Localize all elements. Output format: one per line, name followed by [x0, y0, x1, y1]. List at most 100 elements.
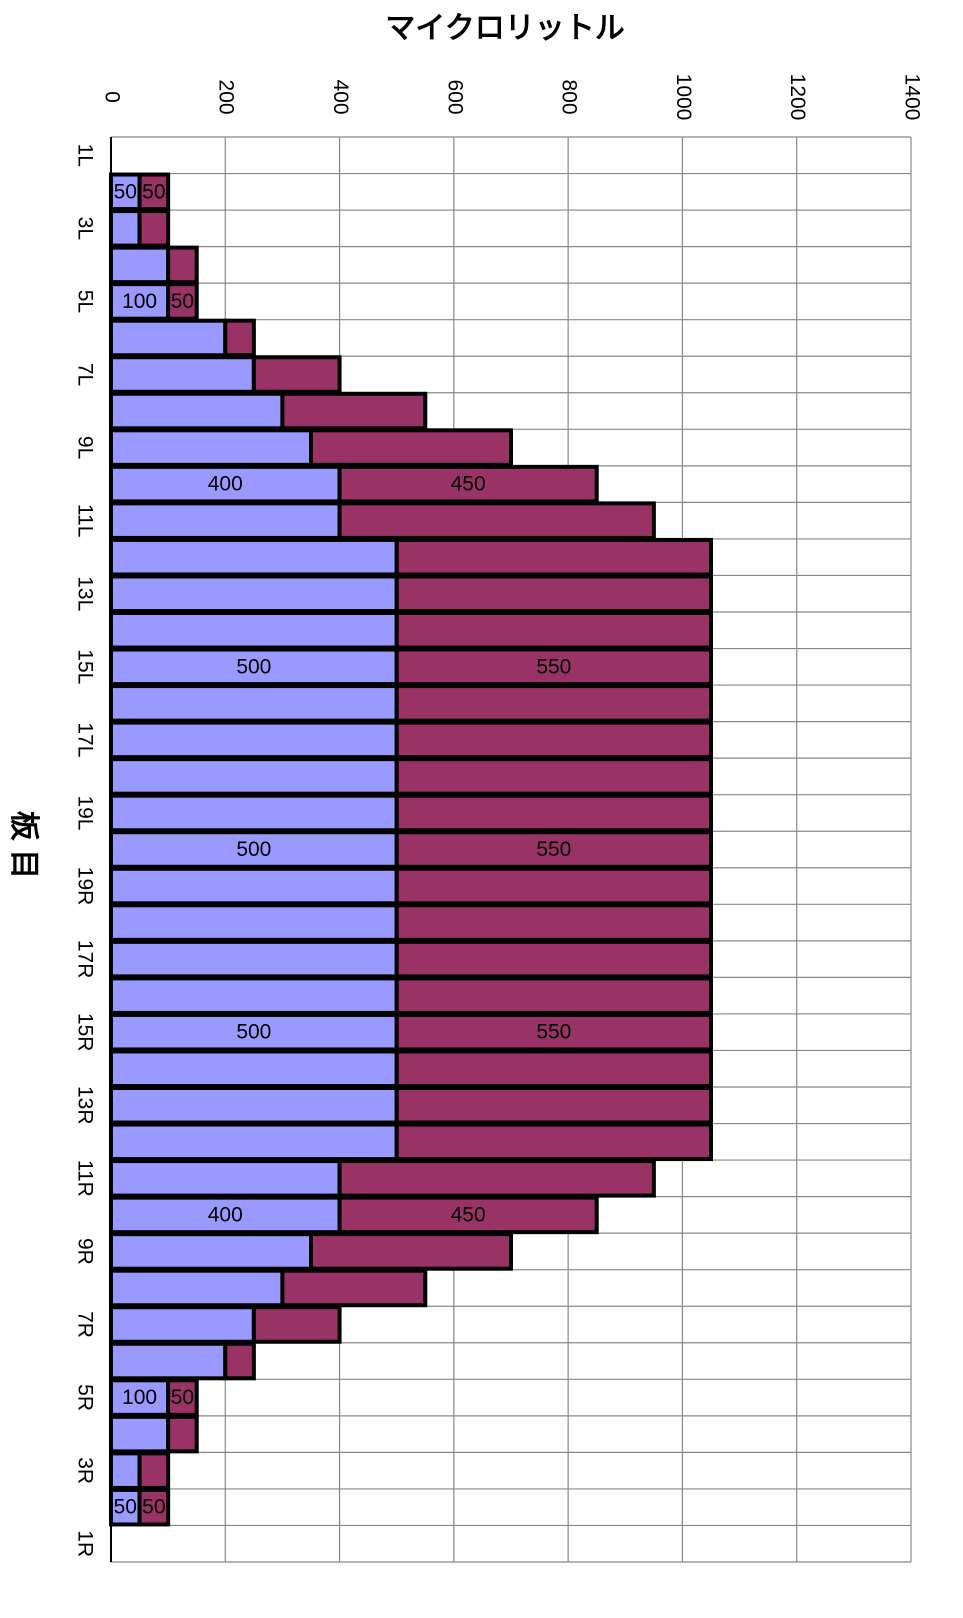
bar-segment: [337, 1159, 656, 1198]
bar-segment: [394, 684, 713, 723]
bar-segment: [109, 1122, 399, 1162]
bar-segment: [109, 391, 285, 431]
x-tick-label: 1000: [672, 74, 695, 121]
bar-segment: [109, 1232, 313, 1271]
bar-segment: [109, 355, 256, 394]
data-label: 50: [114, 1496, 137, 1519]
bar-segment: [280, 391, 428, 431]
bar-segment: [251, 1305, 342, 1344]
bar-segment: [137, 209, 171, 248]
data-label: 400: [208, 1203, 243, 1226]
bar-segment: [394, 793, 713, 833]
y-axis-label: 板 目: [7, 811, 40, 879]
bar-segment: [137, 1451, 171, 1490]
bar-segment: [109, 1414, 171, 1454]
bar-segment: [109, 537, 399, 577]
bar-segment: [109, 1341, 228, 1381]
x-tick-label: 200: [215, 79, 238, 114]
bar-segment: [109, 1049, 399, 1089]
y-tick-label: 13R: [73, 1086, 96, 1125]
bar-segment: [309, 428, 513, 467]
data-label: 550: [536, 838, 571, 861]
y-tick-label: 1L: [73, 144, 96, 167]
x-tick-label: 1200: [786, 74, 809, 121]
data-label: 400: [208, 473, 243, 496]
x-tick-label: 600: [443, 79, 466, 114]
bar-segment: [109, 866, 399, 906]
x-tick-label: 800: [558, 79, 581, 114]
data-label: 450: [451, 473, 486, 496]
y-tick-label: 15R: [73, 1013, 96, 1052]
bar-segment: [394, 976, 713, 1015]
bar-segment: [394, 1122, 713, 1162]
bar-segment: [109, 318, 228, 358]
y-tick-label: 19R: [73, 867, 96, 906]
bar-segment: [280, 1268, 428, 1308]
x-tick-label: 400: [329, 79, 352, 114]
bar-segment: [394, 720, 713, 760]
y-tick-label: 5R: [73, 1384, 96, 1411]
bar-segment: [109, 684, 399, 723]
bar-segment: [166, 282, 199, 321]
y-tick-label: 3R: [73, 1457, 96, 1484]
y-tick-label: 3L: [73, 217, 96, 240]
bar-segment: [223, 318, 256, 358]
y-tick-label: 19L: [73, 795, 96, 830]
bar-segment: [109, 1086, 399, 1125]
bar-segment: [109, 574, 399, 614]
bar-segment: [109, 1305, 256, 1344]
data-label: 50: [114, 180, 137, 203]
bar-segment: [394, 611, 713, 650]
y-tick-label: 11L: [73, 504, 96, 537]
bar-segment: [394, 903, 713, 942]
bar-segment: [109, 1451, 142, 1490]
y-tick-label: 17L: [73, 722, 96, 757]
bar-segment: [394, 647, 713, 687]
bar-segment: [109, 1012, 399, 1052]
bar-segment: [109, 428, 313, 467]
bar-segment: [394, 537, 713, 577]
bar-segment: [309, 1232, 513, 1271]
bar-segment: [251, 355, 342, 394]
bar-segment: [109, 720, 399, 760]
bar-segment: [337, 1195, 599, 1235]
bar-segment: [137, 1487, 171, 1527]
data-label: 450: [451, 1203, 486, 1226]
data-label: 50: [171, 1386, 194, 1409]
bar-segment: [394, 866, 713, 906]
data-label: 500: [236, 1021, 271, 1044]
y-tick-label: 13L: [73, 576, 96, 611]
bar-segment: [394, 1012, 713, 1052]
y-tick-label: 17R: [73, 940, 96, 979]
bar-segment: [166, 1414, 199, 1454]
bar-segment: [394, 1086, 713, 1125]
bar-segment: [109, 611, 399, 650]
bar-segment: [337, 501, 656, 540]
bar-segment: [109, 209, 142, 248]
bar-segment: [109, 1195, 342, 1235]
bar-segment: [109, 830, 399, 869]
bar-segment: [109, 1159, 342, 1198]
bar-segment: [109, 757, 399, 796]
data-label: 100: [122, 1386, 157, 1409]
bar-segment: [223, 1341, 256, 1381]
data-label: 50: [142, 180, 165, 203]
y-tick-label: 1R: [73, 1530, 96, 1557]
bar-segment: [394, 757, 713, 796]
bar-segment: [166, 1378, 199, 1417]
bar-segment: [394, 939, 713, 979]
bar-segment: [109, 245, 171, 285]
y-tick-label: 11R: [73, 1160, 96, 1197]
y-tick-label: 15L: [73, 649, 96, 684]
bar-segment: [109, 939, 399, 979]
data-label: 50: [171, 290, 194, 313]
bar-segment: [109, 793, 399, 833]
data-label: 500: [236, 655, 271, 678]
y-tick-label: 7L: [73, 363, 96, 386]
bar-segment: [109, 282, 171, 321]
x-tick-label: 0: [100, 91, 123, 103]
bar-segment: [109, 903, 399, 942]
data-label: 50: [142, 1496, 165, 1519]
data-label: 500: [236, 838, 271, 861]
